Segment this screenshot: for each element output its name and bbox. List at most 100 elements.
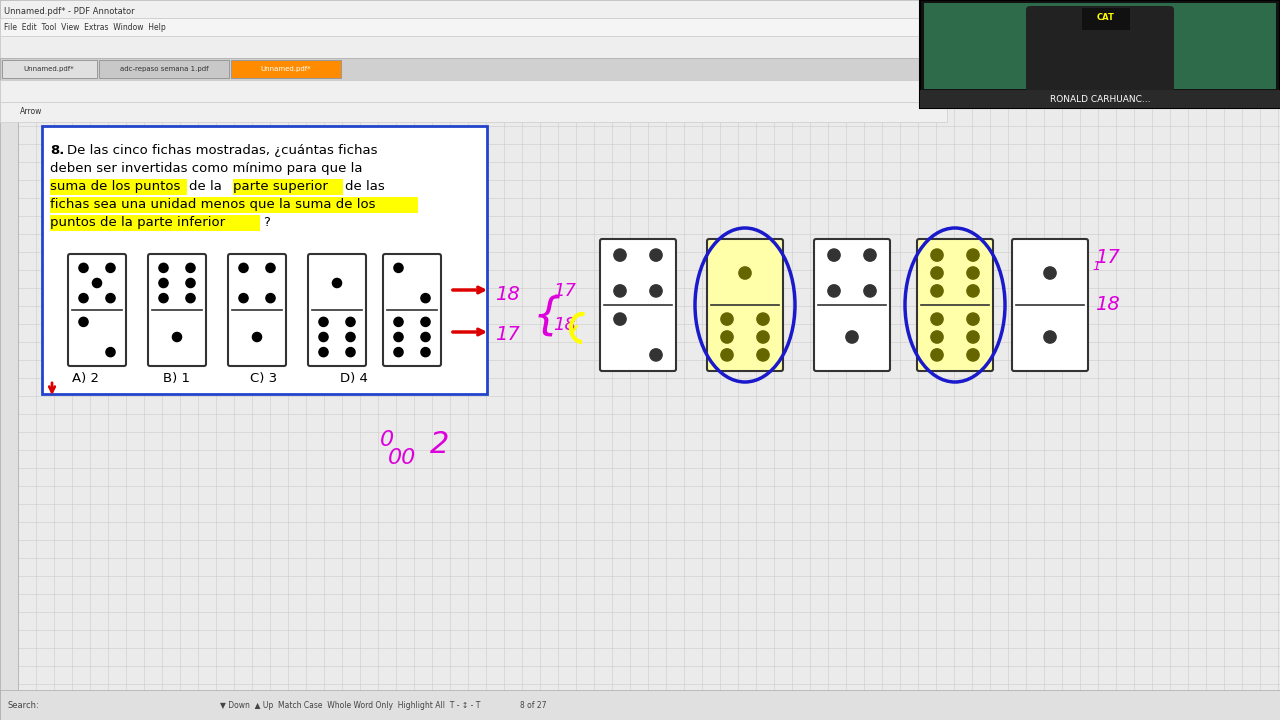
FancyBboxPatch shape — [68, 254, 125, 366]
Text: 18: 18 — [1094, 295, 1120, 314]
Circle shape — [721, 348, 733, 361]
FancyBboxPatch shape — [0, 0, 947, 18]
FancyBboxPatch shape — [0, 36, 947, 58]
Text: B) 1: B) 1 — [163, 372, 189, 385]
Text: D) 4: D) 4 — [340, 372, 367, 385]
Circle shape — [92, 279, 101, 287]
Circle shape — [421, 348, 430, 356]
Text: adc-repaso semana 1.pdf: adc-repaso semana 1.pdf — [120, 66, 209, 72]
Circle shape — [931, 267, 943, 279]
Text: {: { — [532, 295, 562, 338]
Text: de las: de las — [346, 180, 385, 193]
Circle shape — [239, 264, 248, 272]
Text: Search:: Search: — [8, 701, 40, 711]
FancyBboxPatch shape — [99, 60, 229, 78]
Circle shape — [421, 333, 430, 341]
Text: Unnamed.pdf*: Unnamed.pdf* — [24, 66, 74, 72]
Circle shape — [252, 333, 261, 341]
Circle shape — [79, 318, 88, 326]
Circle shape — [966, 267, 979, 279]
Text: Unnamed.pdf*: Unnamed.pdf* — [261, 66, 311, 72]
Circle shape — [394, 348, 403, 356]
Circle shape — [756, 348, 769, 361]
Circle shape — [828, 285, 840, 297]
FancyBboxPatch shape — [920, 90, 1280, 108]
FancyBboxPatch shape — [383, 254, 442, 366]
Circle shape — [650, 348, 662, 361]
Circle shape — [159, 294, 168, 302]
Circle shape — [346, 333, 355, 341]
Text: deben ser invertidas como mínimo para que la: deben ser invertidas como mínimo para qu… — [50, 162, 362, 175]
FancyBboxPatch shape — [0, 58, 947, 80]
Circle shape — [614, 313, 626, 325]
Circle shape — [650, 249, 662, 261]
Circle shape — [966, 331, 979, 343]
Circle shape — [828, 249, 840, 261]
Circle shape — [614, 285, 626, 297]
Text: 17: 17 — [495, 325, 520, 344]
Circle shape — [159, 264, 168, 272]
Text: 0: 0 — [380, 430, 394, 450]
FancyBboxPatch shape — [814, 239, 890, 371]
Text: fichas sea una unidad menos que la suma de los: fichas sea una unidad menos que la suma … — [50, 198, 375, 211]
Text: 17: 17 — [553, 282, 576, 300]
Circle shape — [346, 348, 355, 356]
Text: 18: 18 — [495, 285, 520, 304]
Circle shape — [394, 264, 403, 272]
Text: File  Edit  Tool  View  Extras  Window  Help: File Edit Tool View Extras Window Help — [4, 24, 165, 32]
FancyBboxPatch shape — [50, 215, 260, 231]
Circle shape — [186, 294, 195, 302]
FancyBboxPatch shape — [0, 102, 947, 122]
Text: ?: ? — [262, 216, 270, 229]
Circle shape — [394, 318, 403, 326]
Text: 18: 18 — [553, 316, 576, 334]
Text: 8 of 27: 8 of 27 — [520, 701, 547, 711]
FancyBboxPatch shape — [920, 0, 1280, 108]
Circle shape — [931, 331, 943, 343]
FancyBboxPatch shape — [0, 18, 947, 36]
Circle shape — [106, 294, 115, 302]
FancyBboxPatch shape — [3, 60, 97, 78]
Text: C) 3: C) 3 — [250, 372, 278, 385]
Text: 17: 17 — [1094, 248, 1120, 267]
FancyBboxPatch shape — [42, 126, 486, 394]
Circle shape — [106, 264, 115, 272]
FancyBboxPatch shape — [50, 179, 187, 195]
Circle shape — [614, 249, 626, 261]
Text: puntos de la parte inferior: puntos de la parte inferior — [50, 216, 225, 229]
Text: RONALD CARHUANC...: RONALD CARHUANC... — [1050, 94, 1151, 104]
Circle shape — [239, 294, 248, 302]
Circle shape — [721, 331, 733, 343]
Text: 8.: 8. — [50, 144, 64, 157]
Circle shape — [966, 249, 979, 261]
Text: Arrow: Arrow — [20, 107, 42, 117]
Circle shape — [319, 318, 328, 326]
Text: ▼ Down  ▲ Up  Match Case  Whole Word Only  Highlight All  T - ↕ - T: ▼ Down ▲ Up Match Case Whole Word Only H… — [220, 701, 480, 711]
Circle shape — [846, 331, 858, 343]
Circle shape — [106, 348, 115, 356]
Circle shape — [1044, 331, 1056, 343]
Circle shape — [966, 313, 979, 325]
Circle shape — [266, 294, 275, 302]
Circle shape — [319, 333, 328, 341]
Circle shape — [266, 264, 275, 272]
Circle shape — [186, 264, 195, 272]
FancyBboxPatch shape — [916, 239, 993, 371]
Circle shape — [159, 279, 168, 287]
FancyBboxPatch shape — [1012, 239, 1088, 371]
FancyBboxPatch shape — [0, 0, 18, 720]
Text: CAT: CAT — [1097, 14, 1115, 22]
FancyBboxPatch shape — [230, 60, 340, 78]
Text: 2: 2 — [430, 430, 449, 459]
Circle shape — [721, 313, 733, 325]
FancyBboxPatch shape — [0, 80, 947, 102]
Text: suma de los puntos: suma de los puntos — [50, 180, 180, 193]
Circle shape — [864, 285, 876, 297]
Circle shape — [756, 331, 769, 343]
Circle shape — [79, 264, 88, 272]
FancyBboxPatch shape — [148, 254, 206, 366]
Circle shape — [931, 249, 943, 261]
Circle shape — [966, 285, 979, 297]
Text: parte superior: parte superior — [233, 180, 328, 193]
Circle shape — [650, 285, 662, 297]
